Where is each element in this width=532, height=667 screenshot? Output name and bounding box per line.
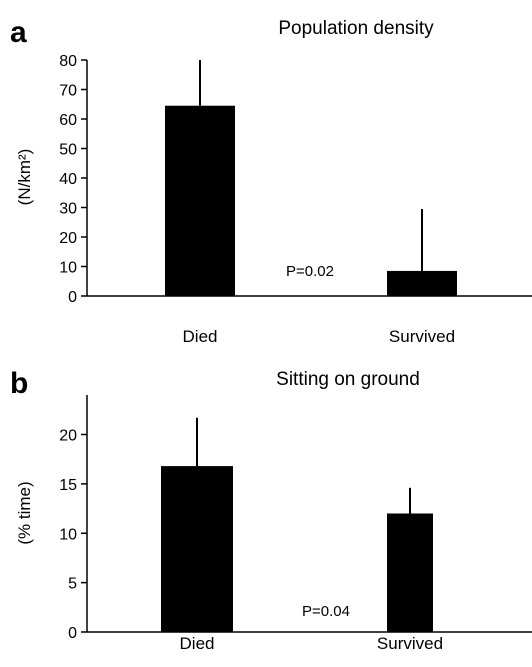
- panel-letter-a: a: [10, 16, 27, 49]
- chart-title-a: Population density: [278, 18, 434, 39]
- bar-survived: [387, 270, 457, 296]
- x-category-label-survived: Survived: [389, 327, 455, 346]
- p-value-annotation-b: P=0.04: [302, 603, 350, 620]
- panel-a: a Population density (N/km²) 0 10 20 30 40 50…: [10, 16, 532, 346]
- y-tick-label-a: 0: [68, 289, 77, 306]
- y-tick-label-a: 50: [59, 142, 77, 159]
- bar-died: [165, 105, 235, 296]
- x-category-label-died: Died: [183, 327, 218, 346]
- y-tick-label-a: 40: [59, 171, 77, 188]
- plot-area-a: 0 10 20 30 40 50 60 70 80 Died Survived: [59, 53, 532, 346]
- y-tick-label-b: 0: [68, 625, 77, 642]
- bar-survived: [387, 513, 433, 632]
- x-category-label-survived: Survived: [377, 634, 443, 653]
- bar-died: [161, 466, 233, 632]
- y-axis-label-b: (% time): [15, 481, 34, 544]
- y-tick-label-b: 20: [59, 428, 77, 445]
- y-tick-label-b: 10: [59, 526, 77, 543]
- panel-letter-b: b: [10, 367, 28, 400]
- y-tick-label-b: 15: [59, 477, 77, 494]
- panel-b: b Sitting on ground (% time) 0 5 10 15 20 Die…: [10, 367, 532, 653]
- p-value-annotation-a: P=0.02: [286, 263, 334, 280]
- y-tick-label-a: 10: [59, 260, 77, 277]
- plot-area-b: 0 5 10 15 20 Died Survived: [59, 395, 532, 653]
- y-tick-label-b: 5: [68, 576, 77, 593]
- y-tick-label-a: 80: [59, 53, 77, 70]
- y-tick-label-a: 30: [59, 201, 77, 218]
- y-axis-label-a: (N/km²): [15, 149, 34, 206]
- chart-title-b: Sitting on ground: [276, 369, 420, 390]
- y-tick-label-a: 70: [59, 83, 77, 100]
- y-tick-label-a: 20: [59, 230, 77, 247]
- y-tick-label-a: 60: [59, 112, 77, 129]
- x-category-label-died: Died: [180, 634, 215, 653]
